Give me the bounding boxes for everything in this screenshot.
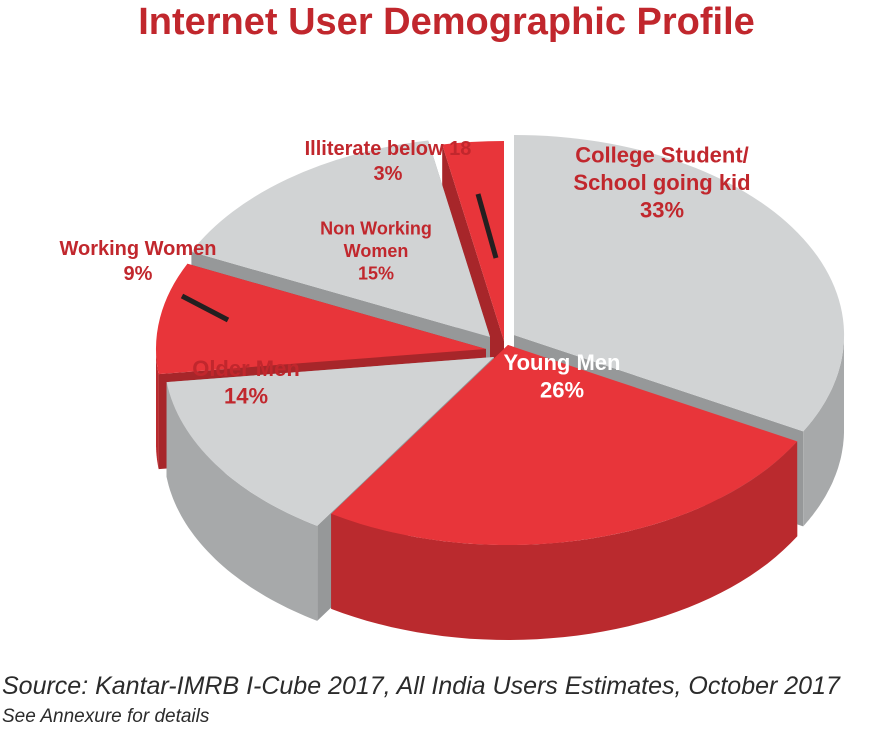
slice-value-label-1: 26%	[540, 378, 584, 403]
pie-slice-college-student-school-going-kid	[514, 134, 845, 432]
slice-category-label-5: Illiterate below 18	[305, 138, 472, 160]
slice-category-label-1: Young Men	[504, 350, 621, 375]
pie-side-1	[331, 441, 798, 640]
slice-value-label-2: 14%	[224, 384, 268, 409]
slice-category-label-4: Women	[344, 241, 409, 261]
slice-category-label-3: Working Women	[59, 238, 216, 260]
annexure-note: See Annexure for details	[2, 706, 210, 727]
slice-category-label-4: Non Working	[320, 218, 432, 238]
leader-lines	[180, 193, 499, 323]
slice-value-label-3: 9%	[124, 263, 153, 285]
pie-tops	[155, 134, 845, 546]
pie-slice-non-working-women	[191, 140, 490, 337]
pie-slice-illiterate-below-18	[442, 140, 504, 341]
source-note: Source: Kantar-IMRB I-Cube 2017, All Ind…	[2, 672, 840, 700]
pie-side-0	[803, 335, 844, 527]
slice-value-label-0: 33%	[640, 197, 684, 222]
slice-category-label-0: School going kid	[573, 170, 750, 195]
pie-side-2	[166, 382, 318, 621]
chart-title: Internet User Demographic Profile	[138, 1, 755, 43]
leader-line-5	[475, 193, 499, 259]
pie-slice-older-men	[166, 357, 494, 526]
slice-category-label-2: Older Men	[192, 356, 300, 381]
pie-side-3	[156, 349, 159, 470]
slice-value-label-4: 15%	[358, 263, 394, 283]
pie-slice-young-men	[331, 345, 798, 546]
leader-line-3	[180, 293, 230, 323]
slice-value-label-5: 3%	[374, 163, 403, 185]
pie-slice-working-women	[155, 263, 486, 375]
slice-category-label-0: College Student/	[575, 142, 749, 167]
